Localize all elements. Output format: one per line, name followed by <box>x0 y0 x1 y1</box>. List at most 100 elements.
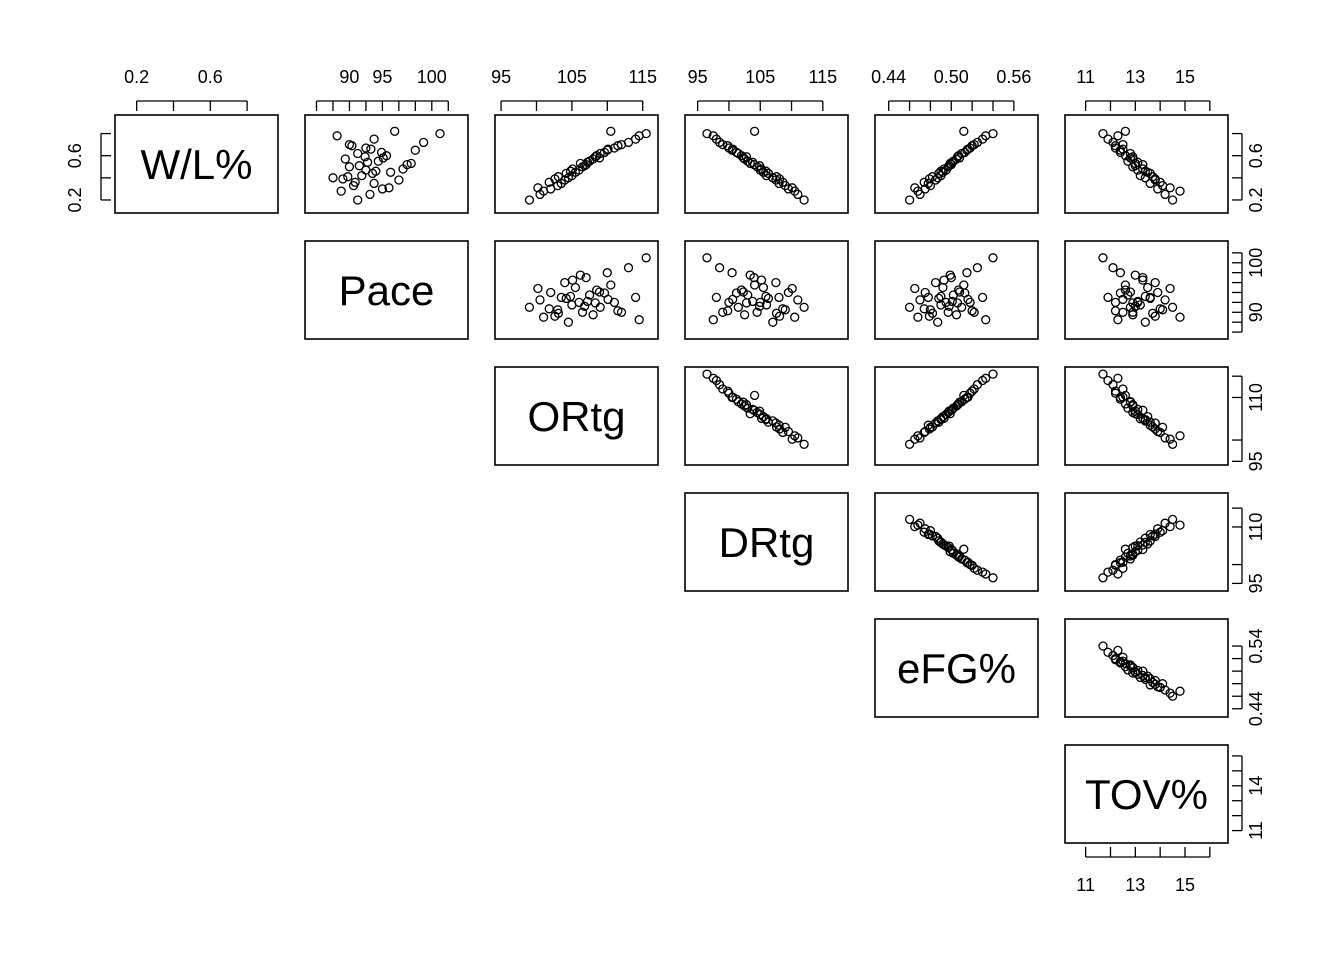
scatter-point <box>749 280 760 290</box>
scatter-point <box>738 287 748 297</box>
scatter-point <box>959 544 969 554</box>
scatter-point <box>727 268 737 278</box>
top-tick-label: 95 <box>688 67 708 87</box>
diagonal-label: W/L% <box>140 141 252 188</box>
scatter-point <box>927 308 938 318</box>
scatter-point <box>394 175 404 185</box>
scatter-point <box>733 302 743 312</box>
scatter-point <box>923 178 933 189</box>
right-tick-label: 0.2 <box>1246 187 1266 212</box>
scatter-point <box>754 301 765 311</box>
scatter-point <box>544 304 554 314</box>
top-tick-label: 15 <box>1175 67 1195 87</box>
scatter-point <box>1165 183 1175 193</box>
scatter-point <box>362 157 373 167</box>
scatter-point <box>910 434 920 444</box>
scatter-point <box>1160 189 1170 200</box>
scatter-point <box>357 170 367 181</box>
scatter-point <box>435 128 445 139</box>
scatter-point <box>943 307 953 317</box>
panel-frame <box>874 114 1039 214</box>
scatter-point <box>1110 306 1121 316</box>
scatter-point <box>347 141 357 151</box>
panel-4-4: eFG% <box>874 618 1039 718</box>
panel-0-0: W/L% 0.2 0.6 0.2 0.6 <box>65 67 279 214</box>
top-tick-label: 105 <box>557 67 587 87</box>
scatter-point <box>623 263 634 273</box>
panel-frame <box>1064 366 1229 466</box>
scatter-point <box>1098 573 1108 583</box>
scatter-point <box>952 152 963 162</box>
scatter-point <box>1150 675 1160 686</box>
scatter-point <box>1165 688 1175 698</box>
scatter-point <box>1125 554 1136 564</box>
scatter-point <box>353 148 363 159</box>
scatter-point <box>1143 411 1153 422</box>
panel-3-4 <box>874 492 1039 592</box>
scatter-point <box>963 557 973 567</box>
right-tick-label: 100 <box>1246 248 1266 278</box>
scatter-point <box>945 270 955 280</box>
scatter-point <box>590 152 600 162</box>
panel-2-5: 95 110 <box>1064 366 1266 471</box>
scatter-point <box>1143 539 1153 549</box>
scatter-point <box>1115 394 1126 404</box>
panel-2-4 <box>874 366 1039 466</box>
top-tick-label: 0.6 <box>198 67 223 87</box>
scatter-point <box>338 174 348 184</box>
scatter-point <box>923 292 933 303</box>
scatter-point <box>939 540 949 550</box>
panel-frame <box>684 240 849 340</box>
scatter-point <box>799 439 809 449</box>
scatter-point <box>749 390 760 401</box>
scatter-point <box>924 174 935 184</box>
scatter-point <box>1098 369 1108 379</box>
scatter-point <box>1128 307 1138 317</box>
scatter-point <box>1118 557 1128 567</box>
scatter-point <box>1138 164 1148 174</box>
right-tick-label: 0.6 <box>1246 143 1266 168</box>
panel-0-3: 95 105 115 <box>684 67 849 214</box>
panel-frame <box>494 240 659 340</box>
scatter-point <box>560 277 570 288</box>
scatter-point <box>1113 131 1123 141</box>
scatter-point <box>910 183 920 193</box>
scatter-point <box>718 307 728 317</box>
left-tick-label: 0.2 <box>65 187 85 212</box>
scatter-point <box>728 144 738 154</box>
scatter-point <box>1103 647 1113 657</box>
scatter-point <box>565 166 576 176</box>
scatter-point <box>1130 547 1140 557</box>
panel-5-5: TOV% 11 14 11 13 15 <box>1064 744 1266 895</box>
scatter-point <box>590 298 600 308</box>
scatter-point <box>771 308 782 318</box>
top-tick-label: 0.44 <box>871 67 906 87</box>
scatter-point <box>613 306 623 316</box>
scatter-point <box>951 310 962 320</box>
scatter-point <box>371 166 381 176</box>
scatter-point <box>936 291 946 302</box>
scatter-point <box>780 422 790 432</box>
scatter-point <box>1175 186 1185 196</box>
scatter-point <box>594 153 605 163</box>
scatter-point <box>969 307 979 317</box>
scatter-point <box>963 392 973 402</box>
scatter-point <box>924 311 935 321</box>
scatter-point <box>1125 397 1136 407</box>
scatter-point <box>1125 287 1136 297</box>
scatter-point <box>592 285 602 295</box>
scatter-point <box>739 310 750 320</box>
scatter-point <box>1125 302 1136 312</box>
scatter-point <box>1120 285 1131 295</box>
scatter-point <box>1175 520 1185 530</box>
scatter-point <box>1118 294 1128 305</box>
left-tick-label: 0.6 <box>65 143 85 168</box>
right-tick-label: 110 <box>1246 513 1266 542</box>
scatter-point <box>1155 682 1165 693</box>
scatter-point <box>761 414 771 425</box>
scatter-point <box>603 294 613 305</box>
panel-frame <box>684 492 849 592</box>
scatter-point <box>733 397 743 407</box>
diagonal-label: TOV% <box>1085 771 1208 818</box>
scatter-point <box>546 287 556 298</box>
